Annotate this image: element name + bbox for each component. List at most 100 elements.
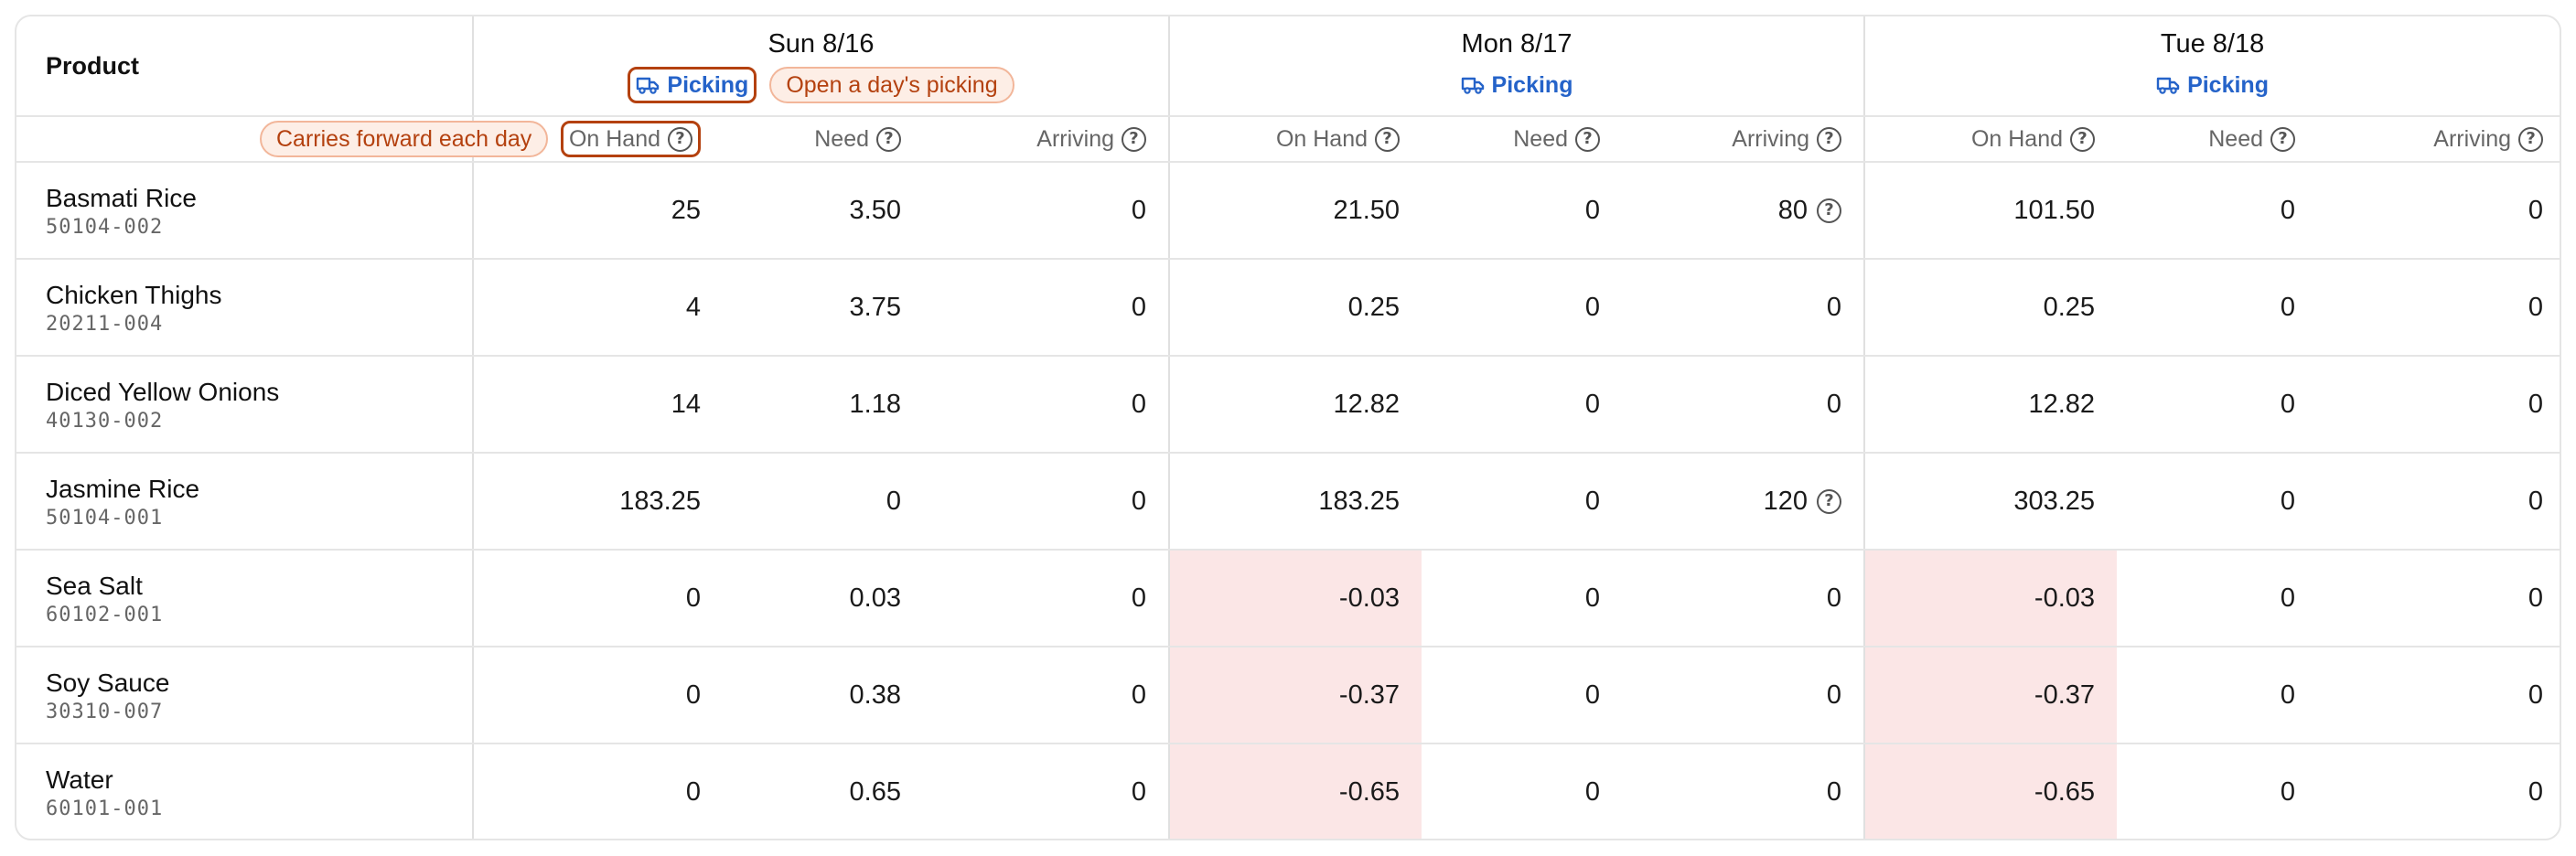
cell-value: 0 xyxy=(2528,292,2544,322)
need-cell: 0 xyxy=(2117,550,2318,647)
cell-value: -0.37 xyxy=(1338,679,1401,710)
cell-value: 0 xyxy=(2528,583,2544,613)
onhand-cell: 12.82 xyxy=(1169,356,1422,454)
cell-value: 0 xyxy=(1584,583,1601,613)
need-cell: 0 xyxy=(723,453,923,551)
cell-value: 0 xyxy=(1826,679,1842,710)
column-label: Arriving xyxy=(2433,125,2512,152)
table-row[interactable]: Basmati Rice 50104-002 25 3.50 0 21.50 0 80? 101… xyxy=(16,162,2560,260)
cell-value: 0 xyxy=(1584,389,1601,419)
cell-value: 0 xyxy=(1131,292,1147,322)
day-title: Mon 8/17 xyxy=(1461,29,1572,59)
onhand-cell: -0.65 xyxy=(1864,744,2118,839)
carries-forward-callout: Carries forward each day xyxy=(260,121,549,157)
table-row[interactable]: Sea Salt 60102-001 0 0.03 0 -0.03 0 0 -0.03 0 0 xyxy=(16,550,2560,647)
arriving-cell: 0 xyxy=(1622,647,1866,744)
cell-value: 0 xyxy=(2280,583,2296,613)
arriving-cell: 120? xyxy=(1622,453,1866,551)
onhand-cell: -0.37 xyxy=(1169,647,1422,744)
arriving-header-sun: Arriving? xyxy=(923,116,1171,163)
truck-icon xyxy=(1461,77,1484,94)
cell-value: -0.03 xyxy=(1338,583,1401,613)
arriving-cell: 0 xyxy=(2317,550,2560,647)
help-icon[interactable]: ? xyxy=(668,126,692,152)
need-cell: 3.50 xyxy=(723,162,923,260)
help-icon[interactable]: ? xyxy=(1817,198,1842,223)
onhand-cell: 25 xyxy=(473,162,723,260)
product-column-header: Product xyxy=(16,16,474,117)
help-icon[interactable]: ? xyxy=(1817,488,1842,514)
table-row[interactable]: Jasmine Rice 50104-001 183.25 0 0 183.25 0 120?… xyxy=(16,453,2560,551)
product-cell: Diced Yellow Onions 40130-002 xyxy=(16,356,474,454)
cell-value: 21.50 xyxy=(1333,195,1401,225)
need-cell: 0.03 xyxy=(723,550,923,647)
onhand-cell: 14 xyxy=(473,356,723,454)
arriving-cell: 0 xyxy=(2317,744,2560,839)
product-name: Jasmine Rice xyxy=(46,474,200,503)
need-cell: 0 xyxy=(2117,647,2318,744)
cell-value: 1.18 xyxy=(849,389,901,419)
picking-link[interactable]: Picking xyxy=(2148,67,2277,103)
onhand-cell: 12.82 xyxy=(1864,356,2118,454)
help-icon[interactable]: ? xyxy=(1575,126,1601,152)
picking-link[interactable]: Picking xyxy=(1453,67,1582,103)
table-row[interactable]: Chicken Thighs 20211-004 4 3.75 0 0.25 0 0 0.25 0… xyxy=(16,259,2560,357)
help-icon[interactable]: ? xyxy=(1375,126,1401,152)
cell-value: 0 xyxy=(1584,195,1601,225)
cell-value: 120 xyxy=(1763,486,1809,516)
help-icon[interactable]: ? xyxy=(1817,126,1842,152)
table-row[interactable]: Soy Sauce 30310-007 0 0.38 0 -0.37 0 0 -0.37 0 0 xyxy=(16,647,2560,744)
truck-icon xyxy=(2156,77,2180,94)
cell-value: -0.65 xyxy=(2034,777,2096,807)
cell-value: 4 xyxy=(685,292,701,322)
arriving-cell: 0 xyxy=(923,744,1171,839)
inventory-table: Product Sun 8/16 Picking Open a day's pi… xyxy=(16,16,2560,839)
product-sku: 50104-002 xyxy=(46,215,164,239)
cell-value: 0 xyxy=(2528,777,2544,807)
need-cell: 0 xyxy=(2117,356,2318,454)
cell-value: 0.38 xyxy=(849,679,901,710)
cell-value: -0.03 xyxy=(2034,583,2096,613)
need-cell: 0 xyxy=(1422,356,1623,454)
picking-link[interactable]: Picking xyxy=(628,67,757,103)
product-cell: Sea Salt 60102-001 xyxy=(16,550,474,647)
onhand-cell: 0.25 xyxy=(1864,259,2118,357)
day-title: Sun 8/16 xyxy=(767,29,875,59)
day-header-mon: Mon 8/17 Picking xyxy=(1169,16,1866,117)
cell-value: 25 xyxy=(671,195,701,225)
column-label: On Hand xyxy=(1275,125,1368,152)
help-icon[interactable]: ? xyxy=(1122,126,1147,152)
day-title: Tue 8/18 xyxy=(2160,29,2265,59)
picking-label: Picking xyxy=(2187,71,2269,98)
onhand-cell: 4 xyxy=(473,259,723,357)
arriving-cell: 0 xyxy=(2317,259,2560,357)
help-icon[interactable]: ? xyxy=(876,126,901,152)
column-label: Need xyxy=(814,125,869,152)
cell-value: 0.25 xyxy=(1347,292,1401,322)
onhand-cell: 183.25 xyxy=(1169,453,1422,551)
product-name: Diced Yellow Onions xyxy=(46,377,280,406)
cell-value: 0 xyxy=(886,486,901,516)
onhand-header-tue: On Hand? xyxy=(1864,116,2118,163)
table-row[interactable]: Water 60101-001 0 0.65 0 -0.65 0 0 -0.65 0 0 xyxy=(16,744,2560,839)
onhand-cell: 101.50 xyxy=(1864,162,2118,260)
column-label: Need xyxy=(2208,125,2264,152)
product-sku: 50104-001 xyxy=(46,506,164,530)
picking-label: Picking xyxy=(667,71,749,98)
need-cell: 0.65 xyxy=(723,744,923,839)
arriving-cell: 0 xyxy=(2317,162,2560,260)
need-header-tue: Need? xyxy=(2117,116,2318,163)
arriving-cell: 0 xyxy=(1622,550,1866,647)
need-header-mon: Need? xyxy=(1422,116,1623,163)
help-icon[interactable]: ? xyxy=(2518,126,2544,152)
help-icon[interactable]: ? xyxy=(2270,126,2296,152)
table-row[interactable]: Diced Yellow Onions 40130-002 14 1.18 0 12.82… xyxy=(16,356,2560,454)
help-icon[interactable]: ? xyxy=(2070,126,2096,152)
cell-value: 0 xyxy=(1584,292,1601,322)
cell-value: 0 xyxy=(1826,777,1842,807)
cell-value: 3.50 xyxy=(849,195,901,225)
onhand-cell: 303.25 xyxy=(1864,453,2118,551)
cell-value: 0 xyxy=(1826,583,1842,613)
arriving-cell: 0 xyxy=(923,162,1171,260)
need-cell: 0 xyxy=(1422,550,1623,647)
